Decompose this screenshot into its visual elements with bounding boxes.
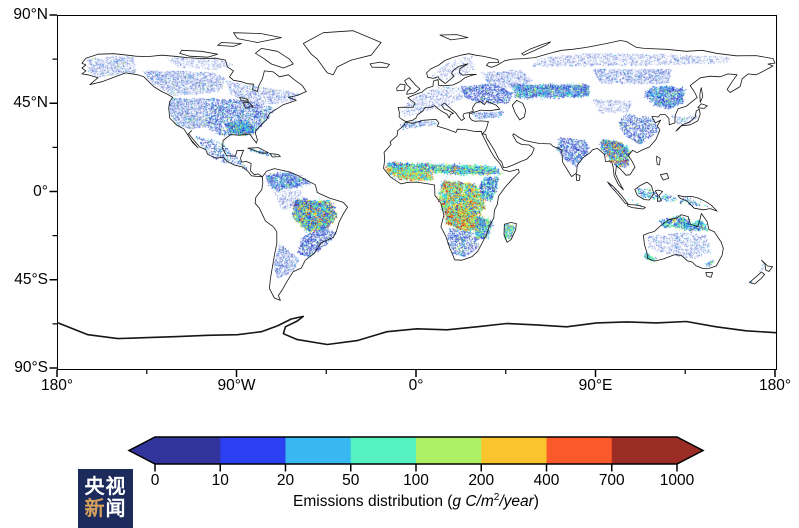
coastline-madagascar bbox=[503, 222, 517, 243]
colorbar-right-arrow bbox=[677, 437, 703, 464]
x-tick-label-4: 180° bbox=[758, 377, 792, 394]
logo-line2-accent-char: 新 bbox=[84, 497, 106, 520]
x-tick-label-3: 90°E bbox=[578, 377, 613, 394]
y-tick-label-3: 45°S bbox=[14, 270, 48, 288]
coastline-britain bbox=[404, 77, 421, 95]
coastline-south-america bbox=[254, 168, 348, 301]
coastline-australia bbox=[643, 213, 724, 269]
colorbar-tick-label-4: 100 bbox=[403, 472, 429, 489]
logo-line2: 新闻 bbox=[84, 497, 127, 521]
colorbar-label-superscript: 2 bbox=[493, 492, 500, 503]
coastline-borneo bbox=[634, 181, 655, 201]
coastline-lake-michigan-huron bbox=[243, 102, 254, 109]
colorbar-tick-label-2: 20 bbox=[276, 472, 295, 489]
colorbar-tick-label-8: 1000 bbox=[659, 472, 695, 489]
colorbar-tick-label-1: 10 bbox=[211, 472, 229, 489]
x-tick-label-2: 0° bbox=[408, 377, 424, 394]
coastline-japan-honshu bbox=[675, 108, 701, 132]
colorbar-tick-label-6: 400 bbox=[533, 472, 560, 489]
x-tick-label-0: 180° bbox=[40, 377, 74, 394]
colorbar-label-suffix: ) bbox=[533, 493, 539, 511]
colorbar-tick-label-5: 200 bbox=[468, 472, 495, 489]
y-tick-label-0: 90°N bbox=[13, 6, 48, 23]
coastline-layer bbox=[58, 30, 776, 346]
colorbar-left-arrow bbox=[129, 437, 155, 464]
coastline-luzon bbox=[656, 155, 661, 166]
colorbar-segment-7 bbox=[611, 437, 678, 464]
colorbar-tick-label-3: 50 bbox=[342, 472, 360, 489]
coastline-novaya-zemlya bbox=[521, 41, 551, 56]
y-tick-label-1: 45°N bbox=[13, 94, 48, 112]
coastline-mindanao bbox=[659, 172, 670, 181]
y-tick-label-4: 90°S bbox=[14, 359, 48, 376]
coastline-sakhalin bbox=[699, 87, 704, 103]
coastline-hispaniola bbox=[269, 153, 281, 158]
colorbar-segment-1 bbox=[220, 437, 286, 464]
coastline-sulawesi bbox=[654, 189, 664, 202]
coastline-lake-superior bbox=[239, 97, 249, 102]
colorbar-tick-label-0: 0 bbox=[150, 472, 160, 489]
y-tick-label-2: 0° bbox=[33, 182, 48, 200]
coastline-java bbox=[627, 204, 646, 210]
coastline-sumatra bbox=[607, 181, 629, 205]
coastline-iceland bbox=[369, 61, 390, 68]
coastline-north-america bbox=[81, 53, 307, 178]
colorbar-label-italic1: g C/m bbox=[452, 493, 494, 511]
colorbar-segment-2 bbox=[285, 437, 352, 464]
coastline-new-guinea bbox=[677, 195, 718, 212]
colorbar-segment-6 bbox=[546, 437, 613, 464]
coastline-nz-south bbox=[748, 271, 765, 285]
colorbar-axis-label: Emissions distribution (g C/m2/year) bbox=[155, 492, 677, 511]
colorbar-segment-0 bbox=[155, 437, 221, 464]
coastline-antarctica bbox=[58, 315, 776, 346]
colorbar-label-prefix: Emissions distribution ( bbox=[293, 493, 453, 511]
logo-line1: 央视 bbox=[84, 475, 127, 498]
cctv-news-logo: 央视 新闻 bbox=[78, 469, 133, 528]
coastline-eurasia bbox=[397, 40, 776, 191]
colorbar-segment-3 bbox=[350, 437, 417, 464]
coastline-cuba bbox=[247, 147, 269, 154]
coastline-africa bbox=[383, 119, 520, 261]
colorbar-tick-label-7: 700 bbox=[598, 472, 625, 489]
coastline-nz-north bbox=[761, 259, 773, 272]
coastline-victoria-island bbox=[179, 49, 218, 58]
coastline-caspian-sea bbox=[511, 99, 527, 121]
coastline-hokkaido bbox=[697, 103, 708, 109]
colorbar-label-italic2: /year bbox=[499, 493, 534, 511]
world-map-panel bbox=[57, 15, 777, 370]
coastline-arctic-island bbox=[217, 42, 242, 47]
x-tick-label-1: 90°W bbox=[217, 377, 256, 394]
coastline-ireland bbox=[396, 83, 406, 92]
coastline-ellesmere bbox=[233, 32, 282, 43]
coastline-sri-lanka bbox=[575, 173, 581, 181]
colorbar-outline bbox=[127, 436, 705, 465]
coastline-greenland bbox=[302, 30, 382, 76]
logo-line2-white-char: 闻 bbox=[105, 497, 127, 520]
colorbar-segment-5 bbox=[481, 437, 547, 464]
coastline-baffin bbox=[255, 48, 294, 69]
colorbar-segment-4 bbox=[416, 437, 482, 464]
coastline-tasmania bbox=[705, 272, 713, 278]
coastline-svalbard bbox=[439, 34, 469, 41]
